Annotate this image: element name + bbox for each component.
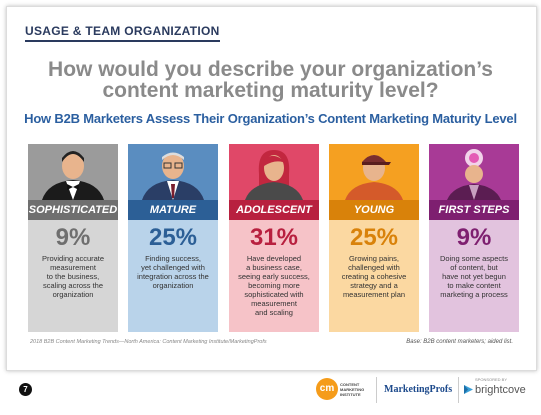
card-body: 31% Have developed a business case, seeing … [229, 220, 319, 332]
percentage-value: 9% [456, 224, 492, 251]
chart-title: How B2B Marketers Assess Their Organizat… [24, 111, 517, 126]
description-line: strategy and a [350, 281, 398, 290]
description-line: challenged with [348, 263, 400, 272]
description-line: Doing some aspects [440, 254, 508, 263]
description-line: measurement [251, 299, 297, 308]
question-line-2: content marketing maturity level? [102, 79, 439, 102]
logo-divider [376, 377, 377, 403]
card-illustration [28, 144, 118, 200]
card-body: 25% Finding success, yet challenged with in… [128, 220, 218, 332]
page-number: 7 [19, 383, 32, 396]
category-label: YOUNG [329, 200, 419, 220]
percentage-value: 25% [148, 224, 198, 251]
logo-bar: cm CONTENT MARKETING INSTITUTE Marketing… [316, 373, 531, 409]
brightcove-icon [464, 385, 473, 394]
card-body: 25% Growing pains, challenged with creating… [329, 220, 419, 332]
description-line: a business case, [246, 263, 302, 272]
maturity-card: FIRST STEPS 9% Doing some aspects of conten… [429, 144, 519, 332]
section-title: USAGE & TEAM ORGANIZATION [25, 24, 220, 42]
card-body: 9% Doing some aspects of content, but have … [429, 220, 519, 332]
source-footnote: 2018 B2B Content Marketing Trends—North … [30, 339, 267, 345]
category-label: MATURE [128, 200, 218, 220]
description-line: integration across the [137, 272, 209, 281]
brightcove-logo: brightcove [475, 384, 526, 396]
description-line: yet challenged with [141, 263, 205, 272]
description-line: have not yet begun [442, 272, 506, 281]
card-description: Finding success, yet challenged with integ… [132, 254, 214, 290]
description-line: sophisticated with [244, 290, 304, 299]
card-description: Have developed a business case, seeing ear… [233, 254, 315, 317]
description-line: scaling across the [42, 281, 104, 290]
description-line: Providing accurate [41, 254, 105, 263]
maturity-card: MATURE 25% Finding success, yet challenged … [128, 144, 218, 332]
description-line: measurement [50, 263, 96, 272]
description-line: to make content [447, 281, 501, 290]
description-line: of content, but [450, 263, 498, 272]
description-line: Finding success, [145, 254, 201, 263]
card-illustration [128, 144, 218, 200]
card-body: 9% Providing accurate measurement to the bu… [28, 220, 118, 332]
card-illustration [229, 144, 319, 200]
red-hair-person-icon [245, 150, 303, 200]
marketingprofs-logo: MarketingProfs [384, 384, 453, 395]
card-illustration [429, 144, 519, 200]
sponsor-label: SPONSORED BY [475, 377, 508, 382]
maturity-card: YOUNG 25% Growing pains, challenged with cre… [329, 144, 419, 332]
card-illustration [329, 144, 419, 200]
light-bulb-person-icon [447, 149, 501, 200]
cap-person-icon [345, 155, 403, 200]
category-label: ADOLESCENT [229, 200, 319, 220]
logo-divider [458, 377, 459, 403]
percentage-value: 9% [55, 224, 91, 251]
base-note: Base: B2B content marketers; aided list. [406, 339, 513, 345]
maturity-card: ADOLESCENT 31% Have developed a business ca… [229, 144, 319, 332]
percentage-value: 31% [249, 224, 299, 251]
description-line: becoming more [248, 281, 300, 290]
description-line: Growing pains, [348, 254, 400, 263]
cmi-logo-text: CONTENT MARKETING INSTITUTE [340, 382, 365, 397]
cmi-logo: cm [316, 378, 338, 400]
maturity-card: SOPHISTICATED 9% Providing accurate measure… [28, 144, 118, 332]
tuxedo-person-icon [42, 151, 104, 200]
description-line: organization [52, 290, 94, 299]
card-description: Providing accurate measurement to the busi… [32, 254, 114, 299]
description-line: to the business, [46, 272, 100, 281]
percentage-value: 25% [349, 224, 399, 251]
card-description: Doing some aspects of content, but have no… [433, 254, 515, 299]
suit-person-icon [142, 152, 204, 200]
description-line: organization [152, 281, 194, 290]
category-label: FIRST STEPS [429, 200, 519, 220]
description-line: seeing early success, [238, 272, 310, 281]
question-line-1: How would you describe your organization… [48, 58, 493, 81]
question-heading: How would you describe your organization… [0, 59, 541, 101]
description-line: and scaling [255, 308, 293, 317]
description-line: Have developed [246, 254, 302, 263]
description-line: marketing a process [440, 290, 508, 299]
card-description: Growing pains, challenged with creating a … [333, 254, 415, 299]
description-line: measurement plan [342, 290, 406, 299]
description-line: creating a cohesive [341, 272, 407, 281]
category-label: SOPHISTICATED [28, 200, 118, 220]
